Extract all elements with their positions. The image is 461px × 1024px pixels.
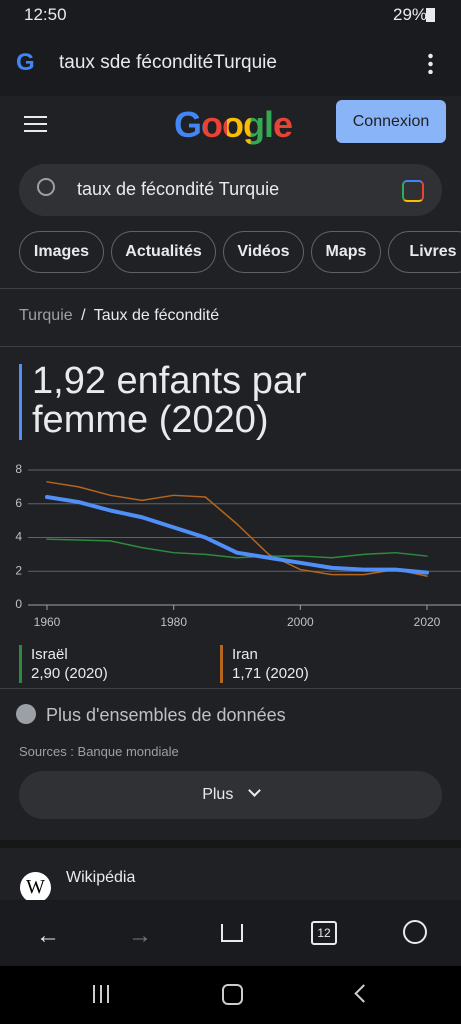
browser-toolbar: ← → 12 bbox=[0, 900, 461, 966]
battery-icon bbox=[426, 8, 435, 22]
legend-value: 1,71 (2020) bbox=[232, 665, 309, 682]
x-tick-label: 1960 bbox=[34, 615, 61, 629]
x-tick-label: 1980 bbox=[160, 615, 187, 629]
divider bbox=[0, 688, 461, 689]
x-tick-label: 2020 bbox=[414, 615, 441, 629]
google-icon: G bbox=[16, 49, 35, 76]
chevron bbox=[247, 784, 261, 797]
address-bar[interactable]: G taux sde féconditéTurquie bbox=[0, 30, 461, 96]
globe-icon bbox=[16, 704, 36, 724]
y-tick-label: 2 bbox=[15, 563, 22, 577]
more-button-label: Plus bbox=[202, 786, 234, 803]
headline-bar bbox=[19, 364, 22, 440]
battery: 29% bbox=[393, 5, 428, 24]
chip[interactable]: Vidéos bbox=[223, 231, 304, 273]
home-nav[interactable] bbox=[222, 984, 243, 1005]
series-line bbox=[46, 538, 428, 559]
menu-dots[interactable] bbox=[428, 52, 433, 74]
wiki-icon: W bbox=[20, 872, 51, 903]
chip[interactable]: Images bbox=[19, 231, 104, 273]
sign-in-button[interactable]: Connexion bbox=[336, 100, 446, 143]
legend-name: Israël bbox=[31, 646, 68, 663]
chip[interactable]: Actualités bbox=[111, 231, 216, 273]
time: 12:50 bbox=[24, 5, 67, 24]
x-tick-label: 2000 bbox=[287, 615, 314, 629]
hamburger[interactable] bbox=[24, 116, 47, 132]
legend-swatch bbox=[19, 645, 22, 683]
y-tick-label: 0 bbox=[15, 597, 22, 611]
series-line bbox=[45, 495, 429, 575]
home-button[interactable] bbox=[221, 924, 243, 942]
more-button[interactable]: Plus bbox=[19, 771, 442, 819]
divider bbox=[0, 288, 461, 289]
headline: 1,92 enfants par femme (2020) bbox=[32, 360, 307, 441]
divider bbox=[0, 840, 461, 848]
sources: Sources : Banque mondiale bbox=[19, 744, 179, 759]
back-button[interactable]: ← bbox=[36, 922, 60, 949]
legend-name: Iran bbox=[232, 646, 258, 663]
chart: 0 2 4 6 8 1960 1980 2000 2020 bbox=[15, 462, 461, 629]
breadcrumb-parent[interactable]: Turquie bbox=[19, 307, 73, 324]
logo[interactable]: Google bbox=[174, 104, 293, 145]
url[interactable]: taux sde féconditéTurquie bbox=[59, 52, 277, 73]
y-tick-label: 6 bbox=[15, 496, 22, 510]
recents-button[interactable] bbox=[93, 985, 111, 1003]
search-box[interactable]: taux de fécondité Turquie bbox=[19, 164, 442, 216]
chip[interactable]: Livres bbox=[388, 231, 461, 273]
chip[interactable]: Maps bbox=[311, 231, 381, 273]
legend-swatch bbox=[220, 645, 223, 683]
search-query[interactable]: taux de fécondité Turquie bbox=[77, 179, 280, 199]
search-icon bbox=[37, 178, 55, 196]
forward-button[interactable]: → bbox=[128, 922, 152, 949]
back-nav[interactable] bbox=[354, 984, 373, 1003]
breadcrumb-current: Taux de fécondité bbox=[93, 307, 220, 324]
lens-icon[interactable] bbox=[402, 180, 424, 202]
y-tick-label: 4 bbox=[15, 530, 22, 544]
result-title[interactable]: Wikipédia bbox=[66, 869, 136, 886]
account-button[interactable] bbox=[403, 920, 427, 944]
breadcrumb-separator: / bbox=[81, 307, 86, 324]
divider bbox=[0, 346, 461, 347]
series-line bbox=[46, 481, 428, 577]
y-tick-label: 8 bbox=[15, 462, 22, 476]
system-nav bbox=[0, 966, 461, 1024]
tabs-button[interactable]: 12 bbox=[311, 921, 337, 945]
legend-value: 2,90 (2020) bbox=[31, 665, 108, 682]
more-datasets[interactable]: Plus d'ensembles de données bbox=[46, 705, 286, 725]
status-bar: 12:50 29% bbox=[0, 0, 461, 30]
breadcrumb: Turquie / Taux de fécondité bbox=[19, 307, 219, 325]
